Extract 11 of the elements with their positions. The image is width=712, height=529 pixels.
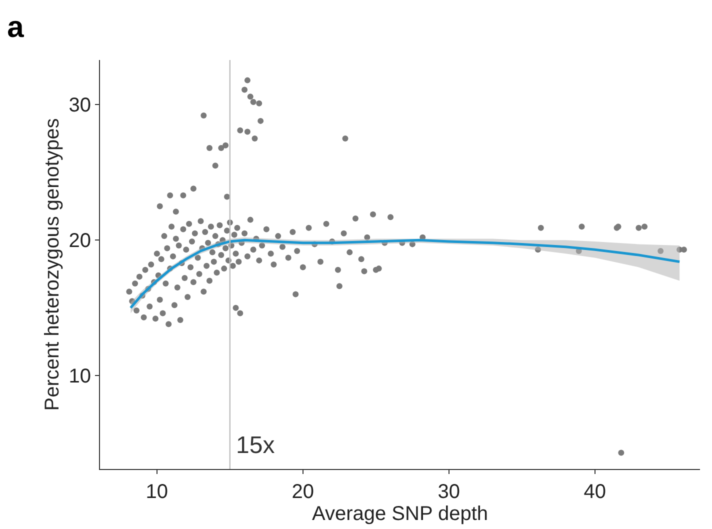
chart-title: a: [7, 10, 24, 44]
x-tick-label: 20: [292, 481, 314, 503]
x-axis-title: Average SNP depth: [312, 503, 488, 525]
y-tick-label: 10: [68, 366, 91, 388]
y-tick-label: 20: [68, 230, 91, 252]
x-tick-label: 30: [438, 481, 460, 503]
ref-line-label: 15x: [236, 432, 275, 459]
x-tick-label: 10: [146, 481, 168, 503]
y-tick-label: 30: [68, 94, 91, 117]
y-axis-title: Percent heterozygous genotypes: [41, 118, 64, 411]
x-tick-label: 40: [584, 481, 606, 503]
